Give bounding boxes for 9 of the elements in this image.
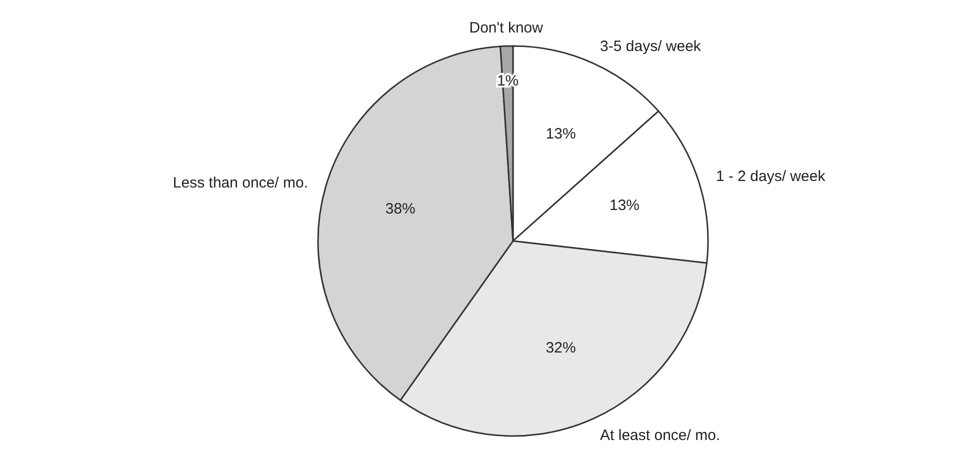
data-label: 13%	[609, 197, 640, 214]
data-label: 38%	[385, 200, 416, 218]
slice-label: Don't know	[469, 20, 544, 37]
data-label: 32%	[546, 339, 576, 356]
slice-label: At least once/ mo.	[600, 426, 720, 444]
data-label: 13%	[546, 126, 576, 143]
slice-label: 3-5 days/ week	[600, 38, 702, 56]
slice-label: Less than once/ mo.	[172, 174, 308, 192]
slice-label: 1 - 2 days/ week	[716, 168, 826, 185]
